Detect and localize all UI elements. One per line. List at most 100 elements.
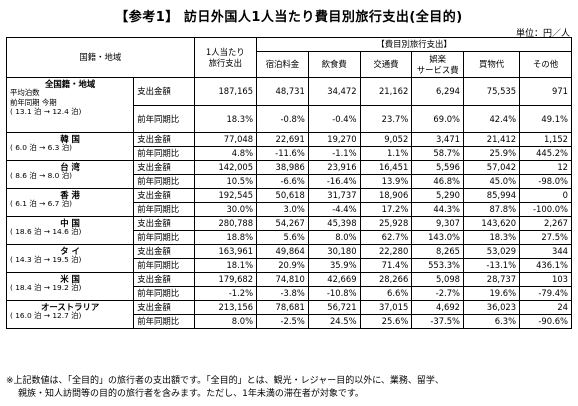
yoy-value: -13.1%	[463, 258, 521, 273]
yoy-value: -79.4%	[519, 286, 572, 301]
yoy-value: 3.0%	[256, 202, 309, 217]
spend-value: 22,280	[359, 244, 413, 259]
yoy-value: 23.7%	[359, 104, 413, 133]
spend-value: 1,152	[519, 132, 572, 147]
spend-value: 30,180	[307, 244, 361, 259]
yoy-value: 87.8%	[463, 202, 521, 217]
country-cell: 全国籍・地域 平均泊数 前年同期 今期( 13.1 泊 → 12.4 泊)	[5, 77, 135, 133]
spend-value: 22,691	[256, 132, 309, 147]
header-country-region: 国籍・地域	[6, 37, 195, 78]
footnote-line: ※上記数値は、「全目的」の旅行者の支出額です。「全目的」とは、観光・レジャー目的…	[6, 376, 444, 386]
spend-value: 2,267	[519, 216, 572, 231]
metric-label: 前年同期比	[133, 230, 195, 245]
spend-value: 25,928	[359, 216, 413, 231]
stay-nights: ( 18.4 泊 → 19.2 泊)	[10, 283, 82, 293]
stay-nights: ( 13.1 泊 → 12.4 泊)	[10, 106, 82, 116]
spend-value: 192,545	[193, 188, 258, 203]
spend-value: 103	[519, 272, 572, 287]
spend-value: 77,048	[193, 132, 258, 147]
country-name: 全国籍・地域	[44, 79, 96, 89]
spend-value: 280,788	[193, 216, 258, 231]
table-row: 台 湾( 8.6 泊 → 8.0 泊) 支出金額 142,005 38,986 23,9…	[5, 160, 572, 189]
country-cell: 香 港( 6.1 泊 → 6.7 泊)	[5, 188, 135, 217]
yoy-value: 45.0%	[463, 174, 521, 189]
yoy-value: 6.3%	[463, 314, 521, 329]
header-category: 宿泊料金	[256, 51, 309, 78]
yoy-value: 49.1%	[519, 104, 572, 133]
spend-value: 23,916	[307, 160, 361, 175]
spend-value: 213,156	[193, 300, 258, 315]
spend-value: 49,864	[256, 244, 309, 259]
header-category: その他	[519, 51, 572, 78]
spend-value: 163,961	[193, 244, 258, 259]
yoy-value: 1.1%	[359, 146, 413, 161]
spend-value: 5,290	[411, 188, 465, 203]
spend-value: 42,669	[307, 272, 361, 287]
country-cell: 米 国( 18.4 泊 → 19.2 泊)	[5, 272, 135, 301]
spend-value: 28,737	[463, 272, 521, 287]
metric-label: 支出金額	[133, 244, 195, 259]
spend-value: 37,015	[359, 300, 413, 315]
spend-value: 5,098	[411, 272, 465, 287]
spend-value: 5,596	[411, 160, 465, 175]
yoy-value: 24.5%	[307, 314, 361, 329]
spend-value: 143,620	[463, 216, 521, 231]
yoy-value: -3.8%	[256, 286, 309, 301]
metric-label: 前年同期比	[133, 174, 195, 189]
stay-nights: ( 14.3 泊 → 19.5 泊)	[10, 255, 82, 265]
yoy-value: 5.6%	[256, 230, 309, 245]
yoy-value: -100.0%	[519, 202, 572, 217]
table-row: 全国籍・地域 平均泊数 前年同期 今期( 13.1 泊 → 12.4 泊) 支出金額 1…	[5, 77, 572, 133]
spend-value: 4,692	[411, 300, 465, 315]
spend-value: 179,682	[193, 272, 258, 287]
table-body: 全国籍・地域 平均泊数 前年同期 今期( 13.1 泊 → 12.4 泊) 支出金額 1…	[5, 77, 572, 329]
spend-value: 45,398	[307, 216, 361, 231]
table-row: オーストラリア( 16.0 泊 → 12.7 泊) 支出金額 213,156 78,6…	[5, 300, 572, 329]
yoy-value: 18.1%	[193, 258, 258, 273]
yoy-value: 35.9%	[307, 258, 361, 273]
spend-value: 6,294	[411, 77, 465, 106]
spend-value: 48,731	[256, 77, 309, 106]
metric-label: 前年同期比	[133, 202, 195, 217]
spend-value: 18,906	[359, 188, 413, 203]
spend-value: 16,451	[359, 160, 413, 175]
spend-value: 50,618	[256, 188, 309, 203]
spend-value: 85,994	[463, 188, 521, 203]
spend-value: 75,535	[463, 77, 521, 106]
spend-value: 24	[519, 300, 572, 315]
spend-value: 344	[519, 244, 572, 259]
spend-value: 3,471	[411, 132, 465, 147]
spend-value: 8,265	[411, 244, 465, 259]
spend-value: 38,986	[256, 160, 309, 175]
header-breakdown: 【費目別旅行支出】	[256, 37, 572, 52]
metric-label: 支出金額	[133, 77, 195, 106]
yoy-value: 17.2%	[359, 202, 413, 217]
header-category: 飲食費	[307, 51, 361, 78]
spend-value: 54,267	[256, 216, 309, 231]
spend-value: 19,270	[307, 132, 361, 147]
yoy-value: 20.9%	[256, 258, 309, 273]
country-name: 米 国	[60, 274, 80, 284]
metric-label: 支出金額	[133, 272, 195, 287]
spend-value: 21,162	[359, 77, 413, 106]
country-cell: 韓 国( 6.0 泊 → 6.3 泊)	[5, 132, 135, 161]
yoy-value: -10.8%	[307, 286, 361, 301]
yoy-value: -0.8%	[256, 104, 309, 133]
metric-label: 支出金額	[133, 132, 195, 147]
country-name: 韓 国	[60, 134, 80, 144]
yoy-value: 19.6%	[463, 286, 521, 301]
yoy-value: 436.1%	[519, 258, 572, 273]
header-category: 交通費	[359, 51, 413, 78]
footnote-line: 親族・知人訪問等の目的の旅行者を含みます。ただし、1年未満の滞在者が対象です。	[18, 389, 364, 400]
table-row: 前年同期比 8.0% -2.5% 24.5% 25.6% -37.5% 6.3% -90.6%	[7, 314, 572, 329]
spend-value: 34,472	[307, 77, 361, 106]
metric-label: 前年同期比	[133, 258, 195, 273]
yoy-value: 58.7%	[411, 146, 465, 161]
yoy-value: 69.0%	[411, 104, 465, 133]
yoy-value: 18.3%	[463, 230, 521, 245]
page-title: 【参考1】 訪日外国人1人当たり費目別旅行支出(全目的)	[115, 10, 463, 25]
yoy-value: 62.7%	[359, 230, 413, 245]
spend-value: 74,810	[256, 272, 309, 287]
yoy-value: 71.4%	[359, 258, 413, 273]
country-cell: 台 湾( 8.6 泊 → 8.0 泊)	[5, 160, 135, 189]
